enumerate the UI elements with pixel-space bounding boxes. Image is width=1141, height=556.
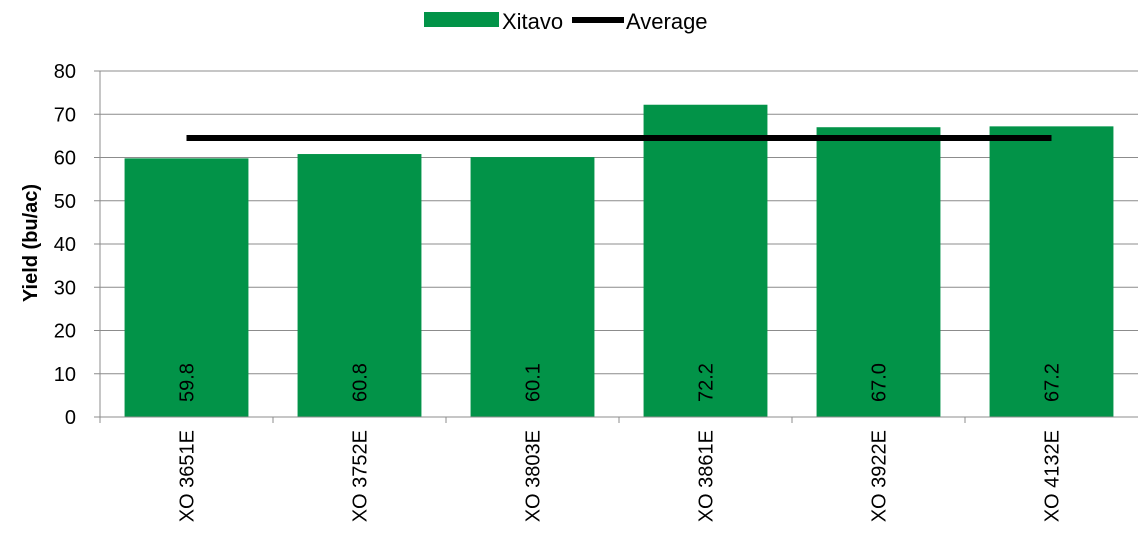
y-tick-label: 40 [54, 234, 76, 256]
x-tick-label: XO 3752E [350, 430, 372, 522]
legend-xitavo-label: Xitavo [502, 9, 563, 34]
axes [99, 71, 1138, 418]
bar-value-label: 60.1 [523, 363, 545, 402]
bar-value-label: 67.2 [1042, 363, 1064, 402]
x-tick-label: XO 3922E [869, 430, 891, 522]
bar-value-label: 60.8 [350, 363, 372, 402]
x-tick-label: XO 3651E [177, 430, 199, 522]
bar-value-label: 72.2 [696, 363, 718, 402]
bars [124, 104, 1114, 418]
bar [470, 157, 595, 417]
data-labels: 59.8 60.8 60.1 72.2 67.0 67.2 [177, 363, 1064, 402]
y-tick-label: 60 [54, 148, 76, 170]
x-tick-label: XO 4132E [1042, 430, 1064, 522]
legend-average-label: Average [626, 9, 708, 34]
legend: Xitavo Average [424, 9, 708, 34]
y-tick-label: 20 [54, 321, 76, 343]
y-tick-label: 30 [54, 277, 76, 299]
y-tick-labels: 0 10 20 30 40 50 60 70 80 [54, 61, 76, 429]
gridlines [94, 70, 1138, 423]
bar [124, 158, 249, 418]
y-tick-label: 10 [54, 364, 76, 386]
bar [643, 104, 768, 418]
y-axis-title: Yield (bu/ac) [20, 184, 42, 302]
y-tick-label: 0 [65, 407, 76, 429]
bar [297, 154, 422, 418]
x-tick-label: XO 3803E [523, 430, 545, 522]
x-tick-labels: XO 3651E XO 3752E XO 3803E XO 3861E XO 3922E… [177, 430, 1064, 522]
y-tick-label: 50 [54, 191, 76, 213]
bar [816, 127, 941, 417]
y-tick-label: 70 [54, 104, 76, 126]
y-tick-label: 80 [54, 61, 76, 83]
legend-xitavo-swatch [424, 12, 499, 27]
bar-value-label: 67.0 [869, 363, 891, 402]
bar-value-label: 59.8 [177, 363, 199, 402]
bar [989, 126, 1114, 418]
x-tick-label: XO 3861E [696, 430, 718, 522]
